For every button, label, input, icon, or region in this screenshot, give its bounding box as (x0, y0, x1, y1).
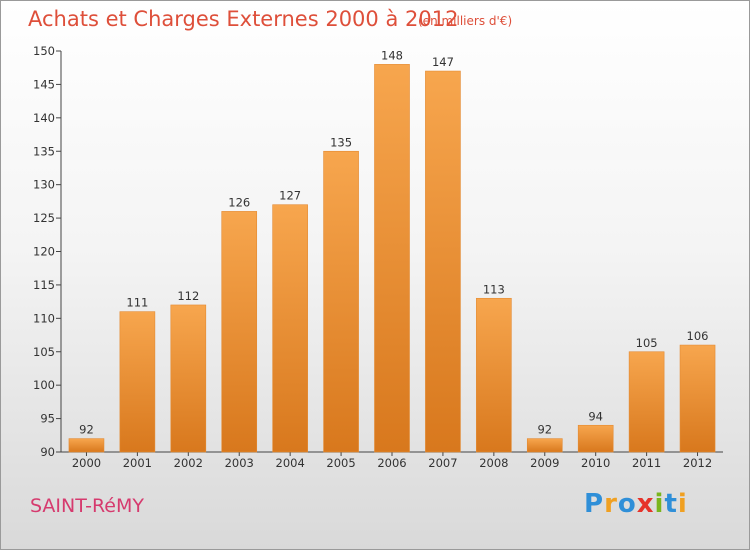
bar (221, 211, 258, 453)
proxiti-logo: Proxiti (584, 489, 688, 519)
x-tick-label: 2012 (683, 456, 712, 470)
bar (526, 438, 563, 453)
data-label: 106 (687, 329, 709, 343)
y-tick-label: 115 (33, 278, 55, 292)
y-tick-label: 145 (33, 77, 55, 91)
chart-axes: 90 95 100 105 110 115 120 125 130 135 140 145 150 200… (33, 44, 723, 470)
bar (628, 351, 665, 453)
x-tick-label: 2007 (428, 456, 457, 470)
data-label: 147 (432, 55, 454, 69)
y-tick-label: 110 (33, 311, 55, 325)
data-label: 94 (588, 409, 603, 423)
x-tick-label: 2004 (276, 456, 305, 470)
logo-letter: i (654, 489, 665, 519)
y-tick-label: 135 (33, 144, 55, 158)
x-tick-label: 2003 (225, 456, 254, 470)
bar (476, 297, 512, 453)
chart-title: Achats et Charges Externes 2000 à 2012 (28, 7, 459, 31)
bar (119, 311, 156, 453)
y-tick-label: 95 (40, 412, 55, 426)
y-tick-label: 105 (33, 345, 55, 359)
data-label: 126 (228, 195, 250, 209)
data-label: 111 (126, 296, 148, 310)
data-label: 92 (537, 423, 552, 437)
chart-bars (68, 64, 716, 453)
x-tick-label: 2005 (326, 456, 355, 470)
data-label: 127 (279, 189, 301, 203)
logo-letter: r (604, 489, 618, 519)
bar (679, 344, 716, 453)
bar (425, 70, 461, 453)
data-label: 92 (79, 423, 94, 437)
logo-letter: x (636, 489, 655, 519)
y-tick-label: 125 (33, 211, 55, 225)
bar (323, 150, 359, 453)
x-tick-label: 2008 (479, 456, 508, 470)
x-tick-label: 2010 (581, 456, 610, 470)
x-tick-label: 2009 (530, 456, 559, 470)
y-tick-label: 150 (33, 44, 55, 58)
data-label: 112 (177, 289, 199, 303)
logo-letter: P (584, 489, 605, 519)
bar (170, 304, 207, 453)
x-tick-label: 2002 (174, 456, 203, 470)
y-tick-label: 100 (33, 378, 55, 392)
bar (68, 438, 105, 453)
bar (374, 64, 410, 453)
y-tick-label: 130 (33, 178, 55, 192)
data-label: 113 (483, 282, 505, 296)
logo-letter: i (677, 489, 688, 519)
bar (577, 424, 614, 453)
x-tick-label: 2006 (377, 456, 406, 470)
city-name: SAINT-RéMY (30, 495, 144, 517)
logo-letter: t (664, 489, 678, 519)
x-tick-label: 2011 (632, 456, 661, 470)
logo-letter: o (617, 489, 637, 519)
y-tick-label: 90 (40, 445, 55, 459)
chart-subtitle: (en milliers d'€) (418, 14, 513, 28)
data-label: 148 (381, 48, 403, 62)
x-tick-label: 2001 (123, 456, 152, 470)
y-tick-label: 140 (33, 111, 55, 125)
x-tick-label: 2000 (72, 456, 101, 470)
data-label: 135 (330, 135, 352, 149)
y-tick-label: 120 (33, 245, 55, 259)
chart-data-labels: 92 111 112 126 127 135 148 147 113 92 94 105 106 (79, 48, 708, 436)
bar (272, 204, 308, 453)
data-label: 105 (636, 336, 658, 350)
